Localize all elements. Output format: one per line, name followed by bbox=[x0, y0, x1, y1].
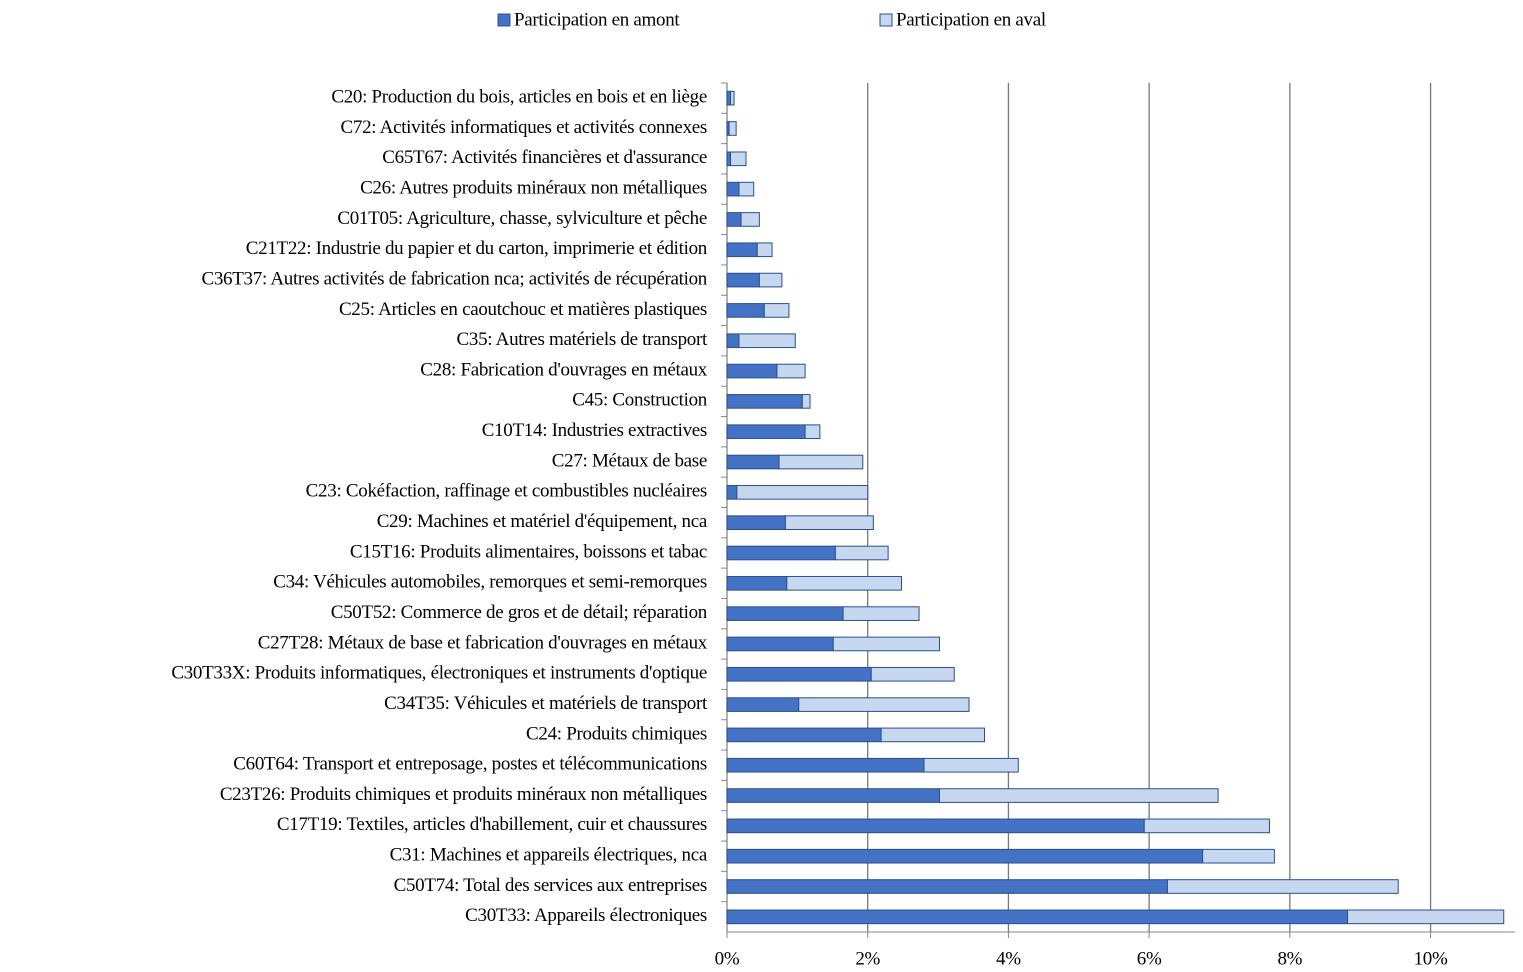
bar-segment bbox=[870, 666, 955, 682]
bar-segment bbox=[726, 242, 758, 258]
x-tick-label: 2% bbox=[855, 948, 880, 969]
y-tick-label: C15T16: Produits alimentaires, boissons … bbox=[350, 541, 707, 562]
y-tick-label: C35: Autres matériels de transport bbox=[457, 329, 708, 350]
x-tick-label: 4% bbox=[996, 948, 1021, 969]
bar-segment bbox=[738, 181, 755, 197]
bar-segment bbox=[726, 394, 803, 409]
y-tick-label: C34: Véhicules automobiles, remorques et… bbox=[273, 572, 707, 593]
x-tick-label: 6% bbox=[1137, 948, 1162, 969]
bar-segment bbox=[726, 485, 738, 500]
bar-segment bbox=[776, 363, 806, 379]
bar-segment bbox=[730, 90, 735, 106]
bar-segment bbox=[784, 515, 874, 530]
y-tick-label: C30T33: Appareils électroniques bbox=[465, 905, 707, 926]
y-tick-label: C26: Autres produits minéraux non métall… bbox=[360, 177, 707, 198]
legend-swatch bbox=[879, 13, 893, 27]
y-tick-label: C23: Cokéfaction, raffinage et combustib… bbox=[306, 481, 707, 502]
bar-segment bbox=[726, 272, 760, 288]
y-tick-label: C21T22: Industrie du papier et du carton… bbox=[246, 238, 708, 259]
bar-segment bbox=[1166, 879, 1399, 894]
bar-segment bbox=[726, 454, 780, 470]
bar-segment bbox=[726, 788, 940, 803]
bar-segment bbox=[736, 485, 869, 500]
y-tick-label: C25: Articles en caoutchouc et matières … bbox=[339, 299, 707, 320]
bar-segment bbox=[801, 394, 811, 409]
bar-segment bbox=[1202, 848, 1275, 864]
bar-segment bbox=[832, 636, 940, 652]
bar-segment bbox=[726, 666, 872, 682]
y-tick-label: C27T28: Métaux de base et fabrication d'… bbox=[258, 632, 708, 653]
bar-segment bbox=[726, 575, 788, 591]
bar-segment bbox=[923, 757, 1019, 773]
y-tick-label: C20: Production du bois, articles en boi… bbox=[331, 87, 707, 108]
bar-segment bbox=[726, 424, 806, 440]
bar-segment bbox=[726, 909, 1349, 925]
bar-segment bbox=[726, 697, 800, 712]
y-tick-label: C50T74: Total des services aux entrepris… bbox=[394, 875, 707, 896]
y-tick-label: C45: Construction bbox=[572, 390, 708, 411]
bar-segment bbox=[798, 697, 970, 712]
y-tick-label: C30T33X: Produits informatiques, électro… bbox=[171, 663, 707, 684]
bar-segment bbox=[726, 727, 882, 743]
bar-segment bbox=[758, 272, 783, 288]
y-tick-label: C50T52: Commerce de gros et de détail; r… bbox=[331, 602, 708, 623]
x-tick-label: 0% bbox=[715, 948, 740, 969]
bar-segment bbox=[834, 545, 889, 561]
bar-segment bbox=[726, 151, 732, 167]
y-tick-label: C27: Métaux de base bbox=[552, 450, 707, 471]
bar-segment bbox=[726, 212, 742, 227]
x-tick-label: 8% bbox=[1277, 948, 1302, 969]
bar-segment bbox=[730, 151, 747, 167]
y-tick-label: C34T35: Véhicules et matériels de transp… bbox=[384, 693, 708, 714]
bar-segment bbox=[726, 303, 765, 318]
bar-segment bbox=[738, 333, 796, 349]
bar-segment bbox=[726, 636, 834, 652]
y-tick-label: C10T14: Industries extractives bbox=[482, 420, 707, 441]
bar-segment bbox=[778, 454, 864, 470]
bar-segment bbox=[726, 545, 836, 561]
bar-segment bbox=[726, 333, 740, 349]
bar-segment bbox=[804, 424, 821, 440]
bar-segment bbox=[726, 90, 732, 106]
bar-segment bbox=[756, 242, 773, 258]
y-tick-label: C28: Fabrication d'ouvrages en métaux bbox=[420, 359, 708, 380]
y-tick-label: C01T05: Agriculture, chasse, sylvicultur… bbox=[337, 208, 707, 229]
bar-segment bbox=[726, 818, 1145, 834]
y-tick-label: C36T37: Autres activités de fabrication … bbox=[201, 268, 707, 289]
legend-swatch bbox=[497, 13, 511, 27]
bar-segment bbox=[740, 212, 760, 227]
x-tick-label: 10% bbox=[1414, 948, 1448, 969]
bar-segment bbox=[726, 181, 740, 197]
bar-segment bbox=[1143, 818, 1270, 834]
bar-segment bbox=[726, 606, 844, 621]
bar-segment bbox=[726, 848, 1204, 864]
bar-segment bbox=[726, 757, 925, 773]
y-tick-label: C23T26: Produits chimiques et produits m… bbox=[220, 784, 707, 805]
bar-segment bbox=[938, 788, 1219, 803]
bar-segment bbox=[728, 121, 737, 136]
bar-segment bbox=[726, 363, 778, 379]
bar-segment bbox=[763, 303, 790, 318]
bar-segment bbox=[726, 515, 786, 530]
y-tick-label: C60T64: Transport et entreposage, postes… bbox=[233, 754, 707, 775]
bar-segment bbox=[842, 606, 920, 621]
y-tick-label: C31: Machines et appareils électriques, … bbox=[390, 845, 708, 866]
y-tick-label: C24: Produits chimiques bbox=[526, 723, 707, 744]
bar-segment bbox=[726, 879, 1168, 894]
y-tick-label: C65T67: Activités financières et d'assur… bbox=[382, 147, 707, 168]
legend-label: Participation en amont bbox=[514, 9, 680, 30]
y-tick-label: C17T19: Textiles, articles d'habillement… bbox=[277, 814, 707, 835]
y-tick-label: C29: Machines et matériel d'équipement, … bbox=[377, 511, 708, 532]
bar-segment bbox=[786, 575, 902, 591]
y-tick-label: C72: Activités informatiques et activité… bbox=[341, 117, 708, 138]
bar-segment bbox=[1347, 909, 1505, 925]
legend-label: Participation en aval bbox=[896, 9, 1046, 30]
bar-segment bbox=[880, 727, 986, 743]
